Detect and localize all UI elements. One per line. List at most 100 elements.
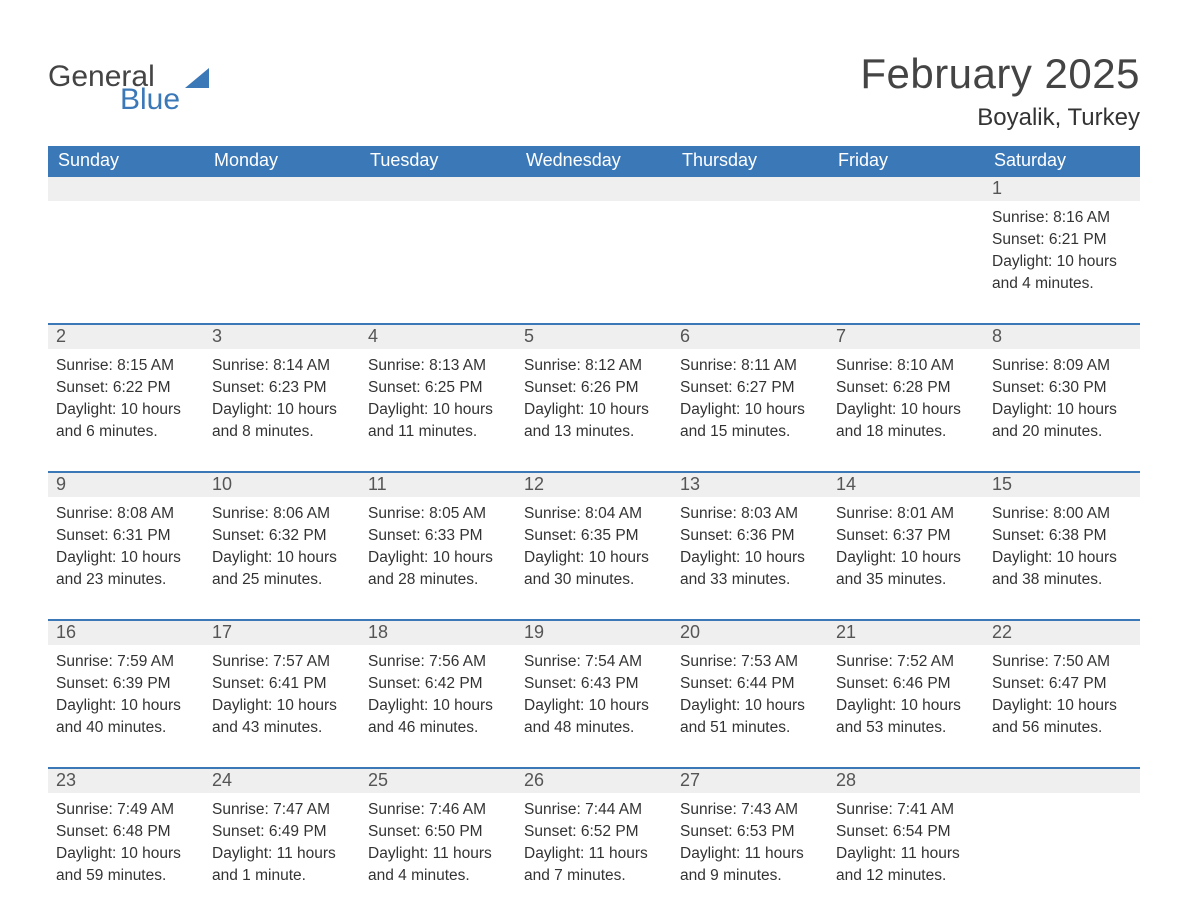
sunrise-line: Sunrise: 8:04 AM bbox=[524, 503, 664, 525]
dow-header-row: Sunday Monday Tuesday Wednesday Thursday… bbox=[48, 146, 1140, 177]
sunrise-line: Sunrise: 7:47 AM bbox=[212, 799, 352, 821]
sunrise-line: Sunrise: 7:41 AM bbox=[836, 799, 976, 821]
day-cell bbox=[204, 201, 360, 299]
day-number: 17 bbox=[204, 621, 360, 645]
daylight-line: Daylight: 10 hours and 6 minutes. bbox=[56, 399, 196, 443]
day-number: 27 bbox=[672, 769, 828, 793]
sunset-line: Sunset: 6:35 PM bbox=[524, 525, 664, 547]
sunset-line: Sunset: 6:48 PM bbox=[56, 821, 196, 843]
day-cell: Sunrise: 8:04 AMSunset: 6:35 PMDaylight:… bbox=[516, 497, 672, 595]
sunset-line: Sunset: 6:47 PM bbox=[992, 673, 1132, 695]
day-number: 1 bbox=[984, 177, 1140, 201]
dow-sunday: Sunday bbox=[48, 146, 204, 177]
day-number bbox=[984, 769, 1140, 793]
sunset-line: Sunset: 6:41 PM bbox=[212, 673, 352, 695]
day-cell: Sunrise: 8:03 AMSunset: 6:36 PMDaylight:… bbox=[672, 497, 828, 595]
daylight-line: Daylight: 11 hours and 9 minutes. bbox=[680, 843, 820, 887]
day-cell: Sunrise: 8:09 AMSunset: 6:30 PMDaylight:… bbox=[984, 349, 1140, 447]
day-cell: Sunrise: 8:05 AMSunset: 6:33 PMDaylight:… bbox=[360, 497, 516, 595]
sunset-line: Sunset: 6:38 PM bbox=[992, 525, 1132, 547]
sunset-line: Sunset: 6:27 PM bbox=[680, 377, 820, 399]
week-row: 9101112131415Sunrise: 8:08 AMSunset: 6:3… bbox=[48, 471, 1140, 595]
day-number: 25 bbox=[360, 769, 516, 793]
sunrise-line: Sunrise: 8:03 AM bbox=[680, 503, 820, 525]
sunset-line: Sunset: 6:21 PM bbox=[992, 229, 1132, 251]
daylight-line: Daylight: 10 hours and 23 minutes. bbox=[56, 547, 196, 591]
dow-saturday: Saturday bbox=[984, 146, 1140, 177]
day-number: 10 bbox=[204, 473, 360, 497]
day-cell: Sunrise: 7:50 AMSunset: 6:47 PMDaylight:… bbox=[984, 645, 1140, 743]
sunset-line: Sunset: 6:25 PM bbox=[368, 377, 508, 399]
week-row: 2345678Sunrise: 8:15 AMSunset: 6:22 PMDa… bbox=[48, 323, 1140, 447]
day-number: 26 bbox=[516, 769, 672, 793]
sunrise-line: Sunrise: 8:06 AM bbox=[212, 503, 352, 525]
logo-sail-icon bbox=[185, 68, 215, 95]
daylight-line: Daylight: 10 hours and 53 minutes. bbox=[836, 695, 976, 739]
dow-thursday: Thursday bbox=[672, 146, 828, 177]
dow-tuesday: Tuesday bbox=[360, 146, 516, 177]
daylight-line: Daylight: 10 hours and 25 minutes. bbox=[212, 547, 352, 591]
daynum-row: 1 bbox=[48, 177, 1140, 201]
day-cell: Sunrise: 8:16 AMSunset: 6:21 PMDaylight:… bbox=[984, 201, 1140, 299]
sunset-line: Sunset: 6:50 PM bbox=[368, 821, 508, 843]
sunrise-line: Sunrise: 8:09 AM bbox=[992, 355, 1132, 377]
daylight-line: Daylight: 10 hours and 56 minutes. bbox=[992, 695, 1132, 739]
day-number: 8 bbox=[984, 325, 1140, 349]
day-cell: Sunrise: 7:52 AMSunset: 6:46 PMDaylight:… bbox=[828, 645, 984, 743]
day-number: 19 bbox=[516, 621, 672, 645]
day-number bbox=[516, 177, 672, 201]
sunrise-line: Sunrise: 7:43 AM bbox=[680, 799, 820, 821]
sunset-line: Sunset: 6:37 PM bbox=[836, 525, 976, 547]
dow-monday: Monday bbox=[204, 146, 360, 177]
day-cell bbox=[672, 201, 828, 299]
sunrise-line: Sunrise: 8:08 AM bbox=[56, 503, 196, 525]
sunset-line: Sunset: 6:44 PM bbox=[680, 673, 820, 695]
sunrise-line: Sunrise: 7:50 AM bbox=[992, 651, 1132, 673]
sunrise-line: Sunrise: 7:49 AM bbox=[56, 799, 196, 821]
daynum-row: 16171819202122 bbox=[48, 621, 1140, 645]
daylight-line: Daylight: 10 hours and 11 minutes. bbox=[368, 399, 508, 443]
title-block: February 2025 Boyalik, Turkey bbox=[860, 50, 1140, 132]
day-cell: Sunrise: 7:54 AMSunset: 6:43 PMDaylight:… bbox=[516, 645, 672, 743]
day-cell bbox=[48, 201, 204, 299]
daylight-line: Daylight: 10 hours and 28 minutes. bbox=[368, 547, 508, 591]
day-cell: Sunrise: 7:41 AMSunset: 6:54 PMDaylight:… bbox=[828, 793, 984, 891]
day-number: 24 bbox=[204, 769, 360, 793]
sunset-line: Sunset: 6:22 PM bbox=[56, 377, 196, 399]
day-cell: Sunrise: 8:15 AMSunset: 6:22 PMDaylight:… bbox=[48, 349, 204, 447]
daylight-line: Daylight: 10 hours and 18 minutes. bbox=[836, 399, 976, 443]
day-number: 21 bbox=[828, 621, 984, 645]
sunrise-line: Sunrise: 8:13 AM bbox=[368, 355, 508, 377]
day-cell: Sunrise: 7:43 AMSunset: 6:53 PMDaylight:… bbox=[672, 793, 828, 891]
sunrise-line: Sunrise: 7:57 AM bbox=[212, 651, 352, 673]
day-number: 15 bbox=[984, 473, 1140, 497]
sunrise-line: Sunrise: 7:46 AM bbox=[368, 799, 508, 821]
daylight-line: Daylight: 10 hours and 13 minutes. bbox=[524, 399, 664, 443]
day-number: 23 bbox=[48, 769, 204, 793]
sunset-line: Sunset: 6:33 PM bbox=[368, 525, 508, 547]
sunset-line: Sunset: 6:30 PM bbox=[992, 377, 1132, 399]
sunrise-line: Sunrise: 8:14 AM bbox=[212, 355, 352, 377]
day-number: 22 bbox=[984, 621, 1140, 645]
sunset-line: Sunset: 6:42 PM bbox=[368, 673, 508, 695]
daylight-line: Daylight: 10 hours and 15 minutes. bbox=[680, 399, 820, 443]
day-number: 4 bbox=[360, 325, 516, 349]
logo-word2: Blue bbox=[120, 86, 180, 113]
day-number: 5 bbox=[516, 325, 672, 349]
sunrise-line: Sunrise: 7:53 AM bbox=[680, 651, 820, 673]
week-row: 16171819202122Sunrise: 7:59 AMSunset: 6:… bbox=[48, 619, 1140, 743]
week-row: 232425262728Sunrise: 7:49 AMSunset: 6:48… bbox=[48, 767, 1140, 891]
month-title: February 2025 bbox=[860, 50, 1140, 98]
day-number: 7 bbox=[828, 325, 984, 349]
day-cell: Sunrise: 7:49 AMSunset: 6:48 PMDaylight:… bbox=[48, 793, 204, 891]
week-row: 1Sunrise: 8:16 AMSunset: 6:21 PMDaylight… bbox=[48, 177, 1140, 299]
daylight-line: Daylight: 10 hours and 35 minutes. bbox=[836, 547, 976, 591]
daylight-line: Daylight: 10 hours and 43 minutes. bbox=[212, 695, 352, 739]
daylight-line: Daylight: 10 hours and 40 minutes. bbox=[56, 695, 196, 739]
sunset-line: Sunset: 6:43 PM bbox=[524, 673, 664, 695]
weeks-container: 1Sunrise: 8:16 AMSunset: 6:21 PMDaylight… bbox=[48, 177, 1140, 891]
location: Boyalik, Turkey bbox=[860, 104, 1140, 132]
sunrise-line: Sunrise: 8:16 AM bbox=[992, 207, 1132, 229]
sunrise-line: Sunrise: 8:01 AM bbox=[836, 503, 976, 525]
daylight-line: Daylight: 10 hours and 30 minutes. bbox=[524, 547, 664, 591]
